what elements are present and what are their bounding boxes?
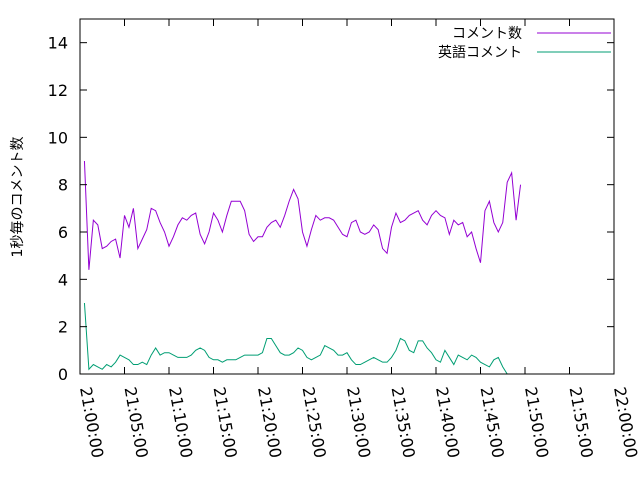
legend-label-0: コメント数	[452, 26, 522, 42]
y-tick-label: 14	[48, 34, 68, 53]
y-tick-label: 10	[48, 128, 68, 147]
y-tick-label: 12	[48, 81, 68, 100]
legend-label-1: 英語コメント	[438, 44, 522, 61]
y-tick-label: 4	[58, 270, 68, 289]
y-tick-label: 8	[58, 176, 68, 195]
y-axis-label: 1秒毎のコメント数	[10, 137, 26, 258]
y-tick-label: 0	[58, 365, 68, 384]
y-tick-label: 2	[58, 318, 68, 337]
series-line-0	[83, 160, 522, 270]
y-axis: 0 2 4 6 8 10 12 14	[48, 34, 614, 384]
series-line-1	[83, 302, 508, 375]
series-layer	[83, 160, 522, 375]
y-tick-label: 6	[58, 223, 68, 242]
